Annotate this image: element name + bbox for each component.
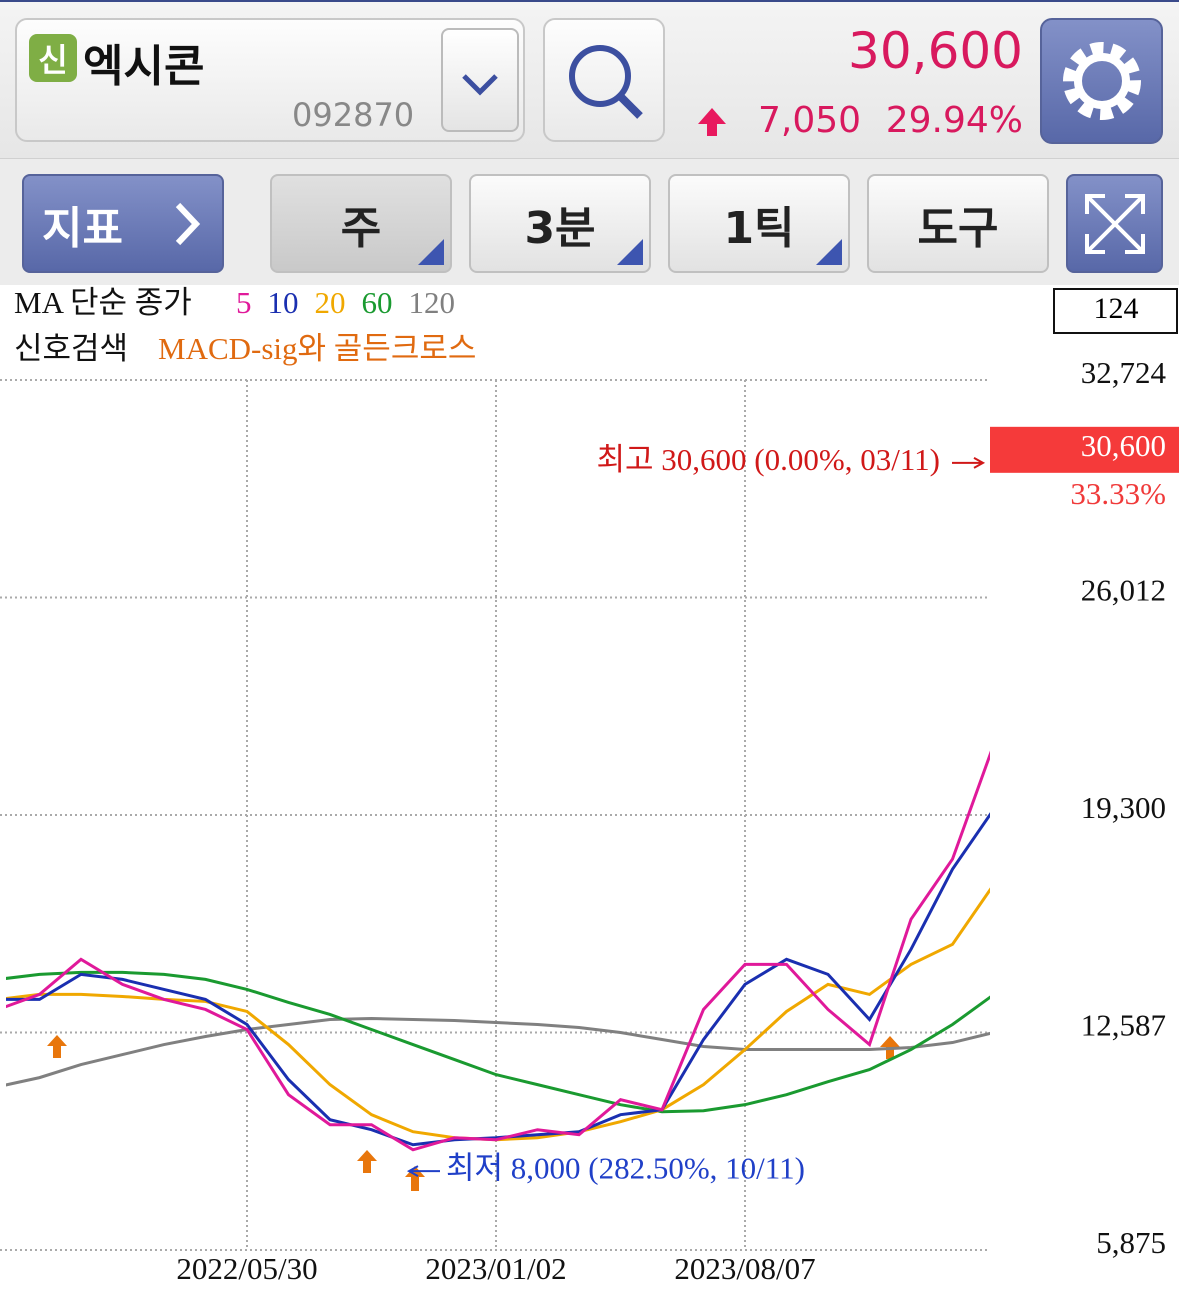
price-tag <box>990 426 1179 473</box>
low-arrow <box>406 1165 440 1178</box>
chevron-icon <box>175 202 201 245</box>
chevron-icon <box>462 74 498 96</box>
high-arrow <box>952 456 986 469</box>
ma-line <box>6 1016 990 1087</box>
x-tick-label: 2023/08/07 <box>674 1251 815 1286</box>
tick-button[interactable]: 1틱 <box>668 174 850 273</box>
legend-entry: 20 <box>315 285 346 320</box>
expand-button[interactable] <box>1066 174 1163 273</box>
x-tick-label: 2023/01/02 <box>425 1251 566 1286</box>
price-tag-change: 33.33% <box>1070 476 1166 511</box>
minute-label: 3분 <box>524 202 596 254</box>
current-price: 30,600 <box>848 22 1023 80</box>
signal-label: 신호검색 <box>14 331 128 366</box>
high-annotation: 최고 30,600 (0.00%, 03/11) <box>597 442 940 477</box>
dropdown-button[interactable] <box>441 28 519 132</box>
settings-button[interactable] <box>1040 18 1163 144</box>
stock-name: 엑시콘 <box>83 41 205 92</box>
count-box <box>1053 288 1178 334</box>
low-annotation: 최저 8,000 (282.50%, 10/11) <box>446 1150 805 1185</box>
legend-entry: 120 <box>409 285 456 320</box>
y-tick-label: 19,300 <box>1081 790 1166 825</box>
legend-entry: 10 <box>268 285 299 320</box>
y-tick-label: 12,587 <box>1081 1008 1166 1043</box>
header: 신 엑시콘 092870 30,600 7,050 29.94% <box>0 0 1179 158</box>
signal-name: MACD-sig와 골든크로스 <box>158 331 476 366</box>
period-label: 주 <box>340 202 382 254</box>
ma-line <box>6 750 990 1152</box>
y-tick-label: 32,724 <box>1081 355 1167 390</box>
gear-icon <box>1063 42 1141 120</box>
price-change-pct: 29.94% <box>885 100 1023 141</box>
expand-icon <box>1084 193 1145 254</box>
period-button[interactable]: 주 <box>270 174 452 273</box>
ma-label: MA 단순 종가 <box>14 285 192 320</box>
indicator-button[interactable]: 지표 <box>22 174 224 273</box>
stock-code: 092870 <box>292 96 415 134</box>
search-button[interactable] <box>543 18 665 142</box>
tick-label: 1틱 <box>723 202 795 254</box>
ma-line <box>6 970 990 1114</box>
y-tick-label: 26,012 <box>1081 573 1166 608</box>
ma-line <box>6 812 990 1147</box>
price-tag-label: 30,600 <box>1081 428 1166 463</box>
count: 124 <box>1094 292 1139 325</box>
search-icon <box>569 45 643 119</box>
badge: 신 <box>29 34 77 82</box>
indicator-label: 지표 <box>42 202 123 254</box>
up-arrow <box>698 108 726 136</box>
price-change: 7,050 <box>758 100 862 141</box>
minute-button[interactable]: 3분 <box>469 174 651 273</box>
tools-button[interactable]: 도구 <box>867 174 1049 273</box>
stock-selector[interactable]: 신 엑시콘 092870 <box>15 18 525 142</box>
tools-label: 도구 <box>917 202 999 254</box>
toolbar: 지표 주 3분 1틱 도구 <box>0 158 1179 285</box>
y-tick-label: 5,875 <box>1096 1225 1166 1260</box>
legend-entry: 60 <box>362 285 393 320</box>
legend-entry: 5 <box>236 285 252 320</box>
x-tick-label: 2022/05/30 <box>176 1251 317 1286</box>
